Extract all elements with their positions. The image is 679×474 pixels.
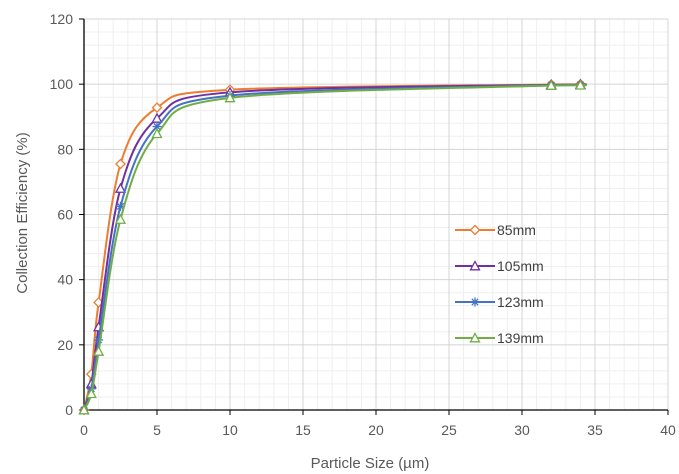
- y-tick-label: 40: [57, 272, 73, 288]
- y-tick-labels: 0 20 40 60 80 100 120: [50, 11, 74, 418]
- series-layer: [78, 78, 587, 416]
- y-axis-title: Collection Efficiency (%): [14, 132, 31, 293]
- x-tick-label: 35: [587, 422, 603, 438]
- data-point-139mm: [93, 345, 105, 356]
- x-axis-title: Particle Size (µm): [311, 455, 430, 472]
- data-point-105mm: [114, 182, 127, 193]
- x-tick-labels: 0 5 10 15 20 25 30 35 40: [80, 422, 676, 438]
- legend-marker: [469, 224, 481, 236]
- series-139mm: [78, 79, 587, 415]
- x-tick-label: 30: [514, 422, 530, 438]
- data-point-85mm: [115, 158, 126, 170]
- y-tick-label: 60: [57, 207, 73, 223]
- data-point-139mm: [224, 91, 236, 103]
- legend-item-85mm: 85mm: [455, 222, 536, 238]
- legend-label: 105mm: [497, 258, 544, 274]
- x-tick-label: 10: [222, 422, 238, 438]
- legend-item-105mm: 105mm: [455, 258, 544, 274]
- x-tick-label: 0: [80, 422, 88, 438]
- data-point-139mm: [114, 213, 127, 224]
- y-tick-label: 100: [50, 76, 74, 92]
- y-tick-label: 0: [65, 402, 73, 418]
- data-point-139mm: [78, 404, 90, 415]
- legend-item-123mm: 123mm: [455, 294, 544, 310]
- data-point-85mm: [151, 102, 163, 114]
- legend: 85mm 105mm 123mm 139mm: [455, 222, 544, 346]
- legend-item-139mm: 139mm: [455, 330, 544, 346]
- data-point-139mm: [85, 387, 97, 399]
- y-tick-label: 120: [50, 11, 74, 27]
- y-tick-label: 20: [57, 337, 73, 353]
- data-point-139mm: [151, 127, 163, 139]
- x-tick-label: 5: [153, 422, 161, 438]
- y-tick-label: 80: [57, 141, 73, 157]
- x-tick-label: 20: [368, 422, 384, 438]
- axes: [79, 18, 669, 415]
- legend-marker: [470, 297, 480, 307]
- data-point-139mm: [574, 79, 586, 90]
- x-tick-label: 40: [660, 422, 676, 438]
- x-tick-label: 15: [295, 422, 311, 438]
- data-point-139mm: [545, 79, 557, 90]
- legend-label: 123mm: [497, 294, 544, 310]
- legend-label: 139mm: [497, 330, 544, 346]
- legend-marker: [469, 260, 481, 271]
- data-point-123mm: [152, 122, 162, 132]
- x-tick-label: 25: [441, 422, 457, 438]
- legend-label: 85mm: [497, 222, 536, 238]
- legend-marker: [469, 332, 481, 343]
